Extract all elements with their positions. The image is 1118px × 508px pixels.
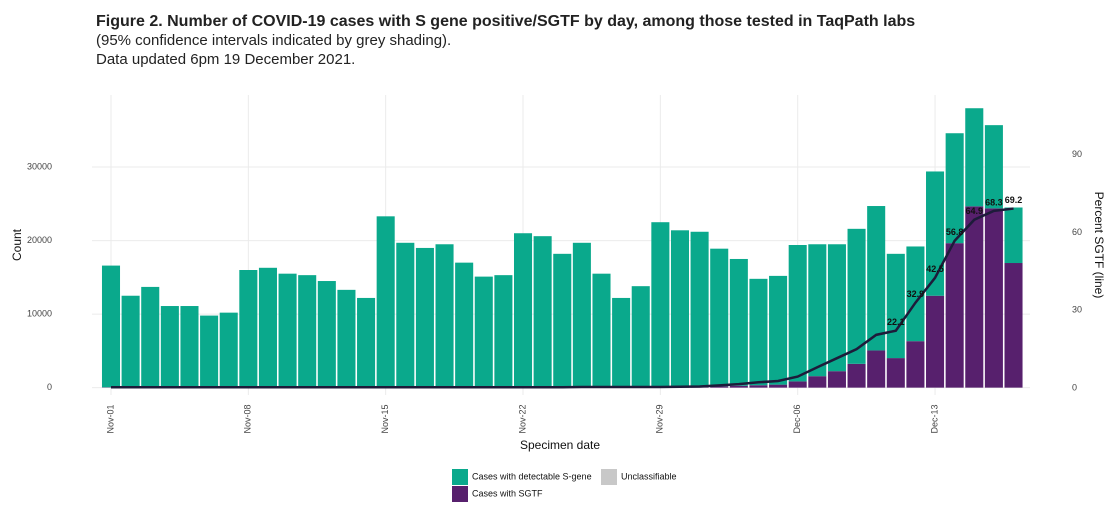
bar xyxy=(945,243,964,388)
data-label: 56.8 xyxy=(946,227,964,237)
bar xyxy=(1004,263,1023,388)
bar xyxy=(670,230,690,387)
x-tick-label: Dec-06 xyxy=(792,404,802,433)
bar xyxy=(513,233,533,388)
bar xyxy=(141,286,160,388)
bar xyxy=(710,248,729,387)
bar xyxy=(984,208,1003,388)
bar xyxy=(455,262,474,388)
bar xyxy=(435,244,454,388)
bar xyxy=(847,228,866,364)
bar xyxy=(749,385,768,388)
bar xyxy=(219,312,238,388)
bar xyxy=(690,231,709,387)
bar xyxy=(651,222,670,387)
x-axis-label: Specimen date xyxy=(520,438,600,452)
bar xyxy=(1004,207,1023,264)
bar xyxy=(906,246,925,342)
bar xyxy=(376,216,395,388)
data-label: 69.2 xyxy=(1005,195,1023,205)
data-label: 42.5 xyxy=(926,264,944,274)
x-tick-label: Nov-08 xyxy=(243,404,253,433)
x-tick-label: Nov-22 xyxy=(517,404,527,433)
bar xyxy=(788,381,807,388)
x-tick-label: Dec-13 xyxy=(929,404,939,433)
bar xyxy=(867,350,886,388)
bar xyxy=(867,206,886,351)
bar xyxy=(984,125,1003,209)
bar xyxy=(396,242,415,388)
y-axis-label: Count xyxy=(10,228,24,261)
bar xyxy=(926,171,945,296)
bar xyxy=(847,363,866,388)
bar xyxy=(533,236,552,388)
bar xyxy=(710,386,729,388)
x-tick-label: Nov-01 xyxy=(105,404,115,433)
legend-swatch xyxy=(452,469,468,485)
bar xyxy=(631,286,650,388)
bar xyxy=(906,341,925,388)
bar xyxy=(886,253,905,359)
bar xyxy=(808,376,827,388)
y2-tick-label: 60 xyxy=(1072,227,1082,237)
data-label: 32.9 xyxy=(907,289,925,299)
bar xyxy=(827,371,846,388)
bar xyxy=(298,275,317,388)
bar xyxy=(769,275,788,385)
bar xyxy=(317,281,336,388)
data-label: 64.9 xyxy=(966,206,984,216)
y-tick-label: 10000 xyxy=(27,308,52,318)
data-label: 68.3 xyxy=(985,197,1003,207)
bar xyxy=(278,273,297,388)
bar xyxy=(474,276,493,388)
bar xyxy=(729,258,748,386)
chart-subtitle: Data updated 6pm 19 December 2021. xyxy=(96,51,355,68)
sgtf-line xyxy=(111,207,1014,389)
bar xyxy=(101,265,121,388)
bar xyxy=(788,245,807,382)
bar xyxy=(160,306,179,388)
chart-title: Figure 2. Number of COVID-19 cases with … xyxy=(96,13,915,30)
bar xyxy=(121,295,140,388)
bar xyxy=(749,278,768,386)
legend-label: Cases with SGTF xyxy=(472,488,543,498)
data-label: 22.1 xyxy=(887,317,905,327)
legend-label: Cases with detectable S-gene xyxy=(472,471,592,481)
chart-subtitle: (95% confidence intervals indicated by g… xyxy=(96,32,451,49)
bar xyxy=(965,108,984,207)
bar xyxy=(926,295,945,388)
bar xyxy=(239,270,258,388)
y-tick-label: 30000 xyxy=(27,161,52,171)
bar xyxy=(258,267,277,388)
bar xyxy=(553,253,572,388)
legend-label: Unclassifiable xyxy=(621,471,677,481)
y-tick-label: 0 xyxy=(47,382,52,392)
bar xyxy=(415,247,434,388)
y2-tick-label: 0 xyxy=(1072,382,1077,392)
bar xyxy=(886,358,905,388)
bar xyxy=(945,133,964,244)
bar xyxy=(572,242,591,388)
bar xyxy=(200,315,219,388)
bar xyxy=(612,297,631,388)
legend-swatch xyxy=(452,486,468,502)
bar xyxy=(592,273,611,388)
y2-tick-label: 90 xyxy=(1072,149,1082,159)
bar xyxy=(965,206,984,388)
y2-tick-label: 30 xyxy=(1072,305,1082,315)
bar xyxy=(180,306,199,388)
x-tick-label: Nov-15 xyxy=(380,404,390,433)
bar xyxy=(494,275,513,388)
legend-swatch xyxy=(601,469,617,485)
bar xyxy=(729,385,748,388)
bar xyxy=(827,244,846,372)
x-tick-label: Nov-29 xyxy=(655,404,665,433)
bar xyxy=(769,384,788,388)
y2-axis-label: Percent SGTF (line) xyxy=(1092,192,1106,299)
bar xyxy=(337,289,356,388)
bar xyxy=(808,244,827,377)
bar xyxy=(357,297,376,388)
y-tick-label: 20000 xyxy=(27,235,52,245)
